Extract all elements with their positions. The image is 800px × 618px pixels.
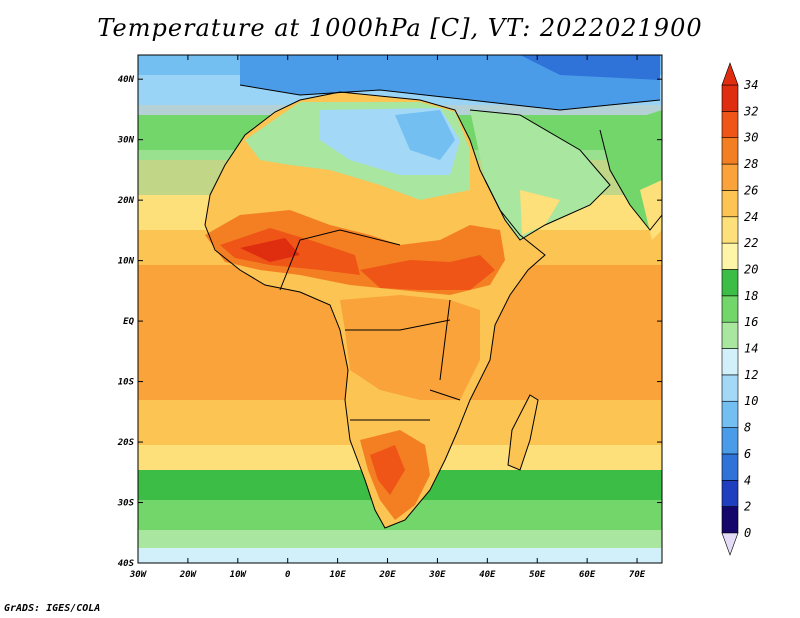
colorbar-label: 6 bbox=[744, 447, 751, 461]
lat-tick-label: 40N bbox=[118, 75, 135, 85]
colorbar-label: 20 bbox=[744, 262, 758, 276]
colorbar-swatch bbox=[721, 190, 739, 218]
lat-tick-label: EQ bbox=[123, 317, 134, 327]
colorbar-label: 28 bbox=[744, 157, 758, 171]
colorbar-label: 0 bbox=[744, 526, 751, 540]
lon-tick-label: 50E bbox=[529, 570, 546, 580]
colorbar-max-triangle bbox=[721, 62, 739, 86]
colorbar-swatch bbox=[721, 374, 739, 402]
lon-tick-label: 10E bbox=[329, 570, 346, 580]
colorbar-label: 26 bbox=[744, 183, 758, 197]
colorbar-label: 30 bbox=[743, 131, 758, 145]
latitude-axis: 40N 30N 20N 10N EQ 10S 20S 30S 40S bbox=[117, 75, 662, 569]
colorbar-swatch bbox=[721, 111, 739, 139]
lat-tick-label: 30N bbox=[117, 136, 135, 146]
lon-tick-label: 0 bbox=[285, 570, 291, 580]
colorbar-swatch bbox=[721, 295, 739, 323]
lat-tick-label: 20S bbox=[117, 438, 135, 448]
colorbar-swatch bbox=[721, 427, 739, 455]
temperature-field bbox=[138, 55, 662, 563]
colorbar-swatch bbox=[721, 242, 739, 270]
colorbar-swatch bbox=[721, 163, 739, 191]
colorbar-swatch bbox=[721, 506, 739, 534]
colorbar-label: 24 bbox=[744, 210, 758, 224]
colorbar-swatch bbox=[721, 137, 739, 165]
lat-tick-label: 30S bbox=[117, 499, 135, 509]
colorbar-label: 34 bbox=[743, 78, 758, 92]
colorbar-swatch bbox=[721, 269, 739, 297]
lon-tick-label: 60E bbox=[579, 570, 596, 580]
lon-tick-label: 40E bbox=[479, 570, 496, 580]
colorbar-swatch bbox=[721, 216, 739, 244]
lat-tick-label: 20N bbox=[117, 196, 135, 206]
colorbar-label: 16 bbox=[744, 315, 758, 329]
colorbar-label: 22 bbox=[744, 236, 758, 250]
colorbar-swatch bbox=[721, 321, 739, 349]
colorbar-swatch bbox=[721, 479, 739, 507]
credit-label: GrADS: IGES/COLA bbox=[4, 603, 101, 614]
colorbar-label: 18 bbox=[744, 289, 758, 303]
colorbar-label: 2 bbox=[744, 500, 751, 514]
lon-tick-label: 30E bbox=[428, 570, 446, 580]
coastlines bbox=[204, 84, 662, 529]
lat-tick-label: 10N bbox=[118, 257, 135, 267]
colorbar-min-triangle bbox=[721, 532, 739, 556]
colorbar-swatch bbox=[721, 400, 739, 428]
colorbar-label: 32 bbox=[743, 104, 758, 118]
lon-tick-label: 30W bbox=[129, 570, 148, 580]
colorbar-swatch bbox=[721, 453, 739, 481]
colorbar-label: 14 bbox=[744, 342, 758, 356]
map-frame bbox=[137, 54, 663, 564]
colorbar-label: 10 bbox=[744, 394, 758, 408]
colorbar-label: 4 bbox=[744, 473, 751, 487]
lon-tick-label: 10W bbox=[230, 570, 248, 580]
colorbar-swatch bbox=[721, 348, 739, 376]
lat-tick-label: 10S bbox=[118, 378, 135, 388]
lat-tick-label: 40S bbox=[118, 559, 135, 569]
lon-tick-label: 20E bbox=[378, 570, 396, 580]
colorbar-swatch bbox=[721, 84, 739, 112]
longitude-axis: 30W 20W 10W 0 10E 20E 30E 40E 50E 60E 70E bbox=[129, 55, 646, 580]
map-title: Temperature at 1000hPa [C], VT: 20220219… bbox=[97, 14, 703, 42]
lon-tick-label: 20W bbox=[179, 570, 198, 580]
colorbar-label: 8 bbox=[744, 421, 751, 435]
lon-tick-label: 70E bbox=[629, 570, 646, 580]
colorbar-label: 12 bbox=[744, 368, 758, 382]
